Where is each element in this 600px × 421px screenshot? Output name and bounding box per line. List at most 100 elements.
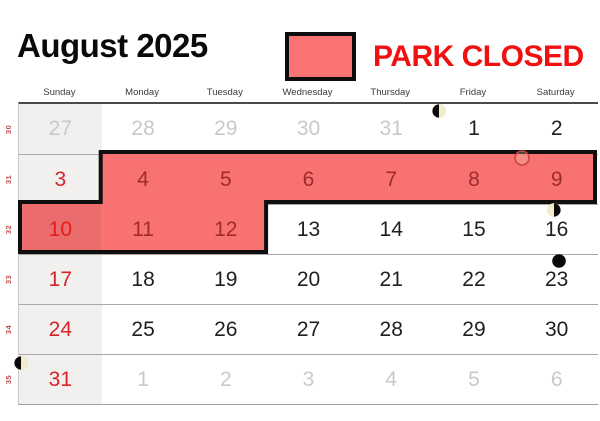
calendar-grid: 27 28 29 30 31 1 2 3 4 5 6 7 8 9 10 11 12 13 14 15 16 17 18 19 2…	[18, 102, 598, 405]
day-number: 2	[550, 117, 563, 140]
day-number: 11	[132, 218, 154, 241]
day-cell: 13	[267, 205, 350, 254]
day-cell: 26	[184, 305, 267, 354]
moon-first-quarter-icon	[14, 356, 28, 370]
day-number: 6	[302, 168, 315, 191]
day-cell: 23	[515, 255, 598, 304]
day-cell: 30	[515, 305, 598, 354]
park-closed-swatch-icon	[285, 32, 356, 81]
day-number: 5	[219, 168, 232, 191]
week-number: 30	[4, 124, 14, 134]
day-number: 21	[379, 268, 403, 291]
day-name-wednesday: Wednesday	[282, 87, 333, 98]
day-number: 28	[379, 318, 403, 341]
day-number: 25	[131, 318, 155, 341]
week-number: 34	[4, 324, 14, 334]
day-number: 30	[296, 117, 321, 140]
day-cell: 30	[267, 104, 350, 154]
day-cell: 9	[515, 155, 598, 204]
day-cell: 5	[433, 355, 516, 404]
day-cell: 20	[267, 255, 350, 304]
day-number: 29	[214, 117, 238, 140]
day-number: 27	[296, 318, 321, 341]
day-cell: 27	[267, 305, 350, 354]
day-name-sunday: Sunday	[43, 87, 76, 98]
day-number: 1	[468, 117, 480, 140]
day-cell: 4	[102, 155, 185, 204]
day-number: 12	[214, 218, 238, 241]
week-number: 31	[4, 174, 14, 184]
day-cell: 18	[102, 255, 185, 304]
day-number: 9	[550, 168, 563, 191]
day-name-thursday: Thursday	[370, 87, 411, 98]
day-cell: 31	[19, 355, 102, 404]
week-number: 32	[4, 224, 14, 234]
day-number: 3	[302, 368, 315, 391]
week-number: 33	[4, 274, 14, 284]
day-number: 1	[137, 368, 149, 391]
day-number: 5	[468, 368, 480, 391]
day-number: 2	[219, 368, 232, 391]
moon-first-quarter-icon	[432, 104, 446, 118]
calendar-week-row: 10 11 12 13 14 15 16	[19, 204, 598, 254]
day-cell: 1	[433, 104, 516, 154]
day-number: 10	[48, 218, 73, 241]
day-number: 27	[48, 117, 73, 140]
day-number: 3	[54, 168, 67, 191]
day-cell: 3	[267, 355, 350, 404]
calendar-week-row: 3 4 5 6 7 8 9	[19, 154, 598, 204]
day-cell: 27	[19, 104, 102, 154]
day-cell: 10	[19, 205, 102, 254]
day-cell: 3	[19, 155, 102, 204]
day-number: 17	[48, 268, 73, 291]
day-cell: 1	[102, 355, 185, 404]
park-closed-label: PARK CLOSED	[373, 40, 584, 73]
day-number: 7	[385, 168, 398, 191]
day-number: 30	[544, 318, 569, 341]
day-number: 14	[379, 218, 403, 241]
day-cell: 2	[515, 104, 598, 154]
day-number: 26	[214, 318, 238, 341]
day-name-saturday: Saturday	[536, 87, 575, 98]
day-number: 24	[48, 318, 73, 341]
day-cell: 14	[350, 205, 433, 254]
day-cell: 29	[433, 305, 516, 354]
calendar-week-row: 27 28 29 30 31 1 2	[19, 104, 598, 154]
day-number: 8	[468, 168, 480, 191]
day-cell: 11	[102, 205, 185, 254]
day-cell: 25	[102, 305, 185, 354]
day-cell: 6	[515, 355, 598, 404]
day-number: 6	[550, 368, 563, 391]
day-number: 29	[462, 318, 486, 341]
day-cell: 8	[433, 155, 516, 204]
day-number: 22	[462, 268, 486, 291]
calendar-week-row: 17 18 19 20 21 22 23	[19, 254, 598, 304]
day-cell: 4	[350, 355, 433, 404]
day-number: 4	[385, 368, 398, 391]
day-cell: 17	[19, 255, 102, 304]
day-number: 13	[296, 218, 321, 241]
day-number: 31	[379, 117, 403, 140]
moon-last-quarter-icon	[547, 203, 561, 217]
day-name-header-row: Sunday Monday Tuesday Wednesday Thursday…	[18, 87, 597, 102]
day-number: 19	[214, 268, 238, 291]
day-cell: 22	[433, 255, 516, 304]
day-cell: 28	[350, 305, 433, 354]
day-name-monday: Monday	[125, 87, 159, 98]
day-cell: 19	[184, 255, 267, 304]
day-cell: 12	[184, 205, 267, 254]
day-name-tuesday: Tuesday	[206, 87, 243, 98]
day-cell: 5	[184, 155, 267, 204]
day-cell: 31	[350, 104, 433, 154]
day-number: 23	[544, 268, 569, 291]
day-number: 20	[296, 268, 321, 291]
day-cell: 29	[184, 104, 267, 154]
day-name-friday: Friday	[459, 87, 487, 98]
day-cell: 21	[350, 255, 433, 304]
page-title: August 2025	[17, 27, 208, 64]
day-number: 15	[462, 218, 486, 241]
day-cell: 28	[102, 104, 185, 154]
day-cell: 15	[433, 205, 516, 254]
day-number: 28	[131, 117, 155, 140]
